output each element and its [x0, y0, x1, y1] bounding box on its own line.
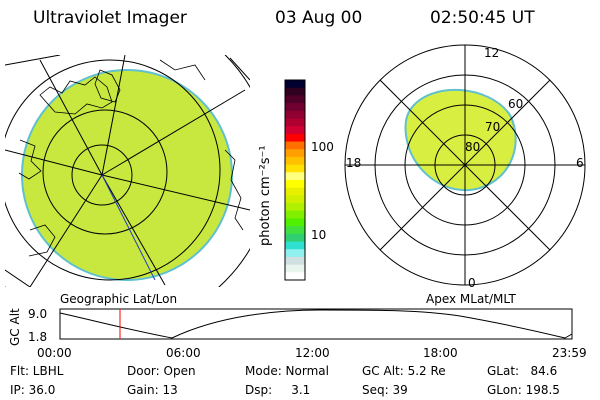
glat-value: GLat: 84.6	[487, 364, 558, 378]
colorbar-segment	[285, 272, 305, 281]
mlt-label-6: 6	[576, 156, 584, 170]
mlat-label-60: 60	[508, 97, 524, 111]
colorbar-tick-10: 10	[311, 228, 327, 242]
mlt-label-12: 12	[484, 46, 500, 60]
colorbar-tick-100: 100	[311, 140, 334, 154]
geographic-map	[5, 55, 250, 287]
mlt-label-0: 0	[468, 276, 476, 290]
colorbar-segment	[285, 133, 305, 143]
alt-xtick: 00:00	[37, 346, 72, 360]
colorbar-segment	[285, 226, 305, 235]
instrument-title: Ultraviolet Imager	[33, 8, 187, 28]
colorbar-segment	[285, 141, 305, 150]
alt-xtick: 12:00	[295, 346, 330, 360]
colorbar-segment	[285, 164, 305, 173]
coastlines	[18, 59, 244, 257]
filter-value: Flt: LBHL	[10, 364, 64, 378]
colorbar-segment	[285, 87, 305, 96]
colorbar-segment	[285, 149, 305, 158]
gc-alt-value: GC Alt: 5.2 Re	[362, 364, 446, 378]
seq-value: Seq: 39	[362, 383, 408, 397]
left-map-caption: Geographic Lat/Lon	[60, 292, 178, 306]
colorbar-segment	[285, 126, 305, 135]
date-label: 03 Aug 00	[275, 8, 363, 28]
magnetic-polar-map	[344, 44, 586, 286]
colorbar-segment	[285, 249, 305, 258]
colorbar-segment	[285, 203, 305, 212]
colorbar-segment	[285, 80, 305, 89]
colorbar-segment	[285, 95, 305, 104]
alt-xtick: 06:00	[166, 346, 201, 360]
door-value: Door: Open	[127, 364, 196, 378]
right-map-caption: Apex MLat/MLT	[426, 292, 516, 306]
colorbar-segment	[285, 218, 305, 227]
glon-value: GLon: 198.5	[487, 383, 560, 397]
colorbar-segment	[285, 233, 305, 243]
ip-value: IP: 36.0	[10, 383, 56, 397]
mlat-label-80: 80	[465, 140, 481, 154]
time-label: 02:50:45 UT	[430, 8, 535, 28]
alt-ytick-max: 9.0	[28, 307, 48, 321]
colorbar-segment	[285, 172, 305, 181]
alt-ytick-min: 1.8	[28, 330, 48, 344]
colorbar-segment	[285, 103, 305, 112]
colorbar-segment	[285, 210, 305, 219]
alt-ylabel: GC Alt	[8, 308, 22, 346]
colorbar-segment	[285, 110, 305, 119]
mlt-label-18: 18	[346, 156, 362, 170]
colorbar-segment	[285, 195, 305, 204]
mlat-label-70: 70	[485, 120, 501, 134]
gain-value: Gain: 13	[127, 383, 178, 397]
colorbar	[285, 80, 305, 281]
colorbar-segment	[285, 264, 305, 273]
colorbar-segment	[285, 180, 305, 189]
colorbar-segment	[285, 118, 305, 127]
mode-value: Mode: Normal	[245, 364, 329, 378]
colorbar-segment	[285, 256, 305, 266]
alt-xtick: 18:00	[423, 346, 458, 360]
colorbar-unit-label: photon cm⁻²s⁻¹	[258, 145, 273, 246]
altitude-plot	[59, 308, 573, 340]
dsp-value: Dsp: 3.1	[245, 383, 311, 397]
aurora-image-left	[21, 69, 233, 281]
colorbar-segment	[285, 187, 305, 196]
colorbar-segment	[285, 156, 305, 166]
colorbar-segment	[285, 241, 305, 250]
alt-xtick: 23:59	[552, 346, 587, 360]
